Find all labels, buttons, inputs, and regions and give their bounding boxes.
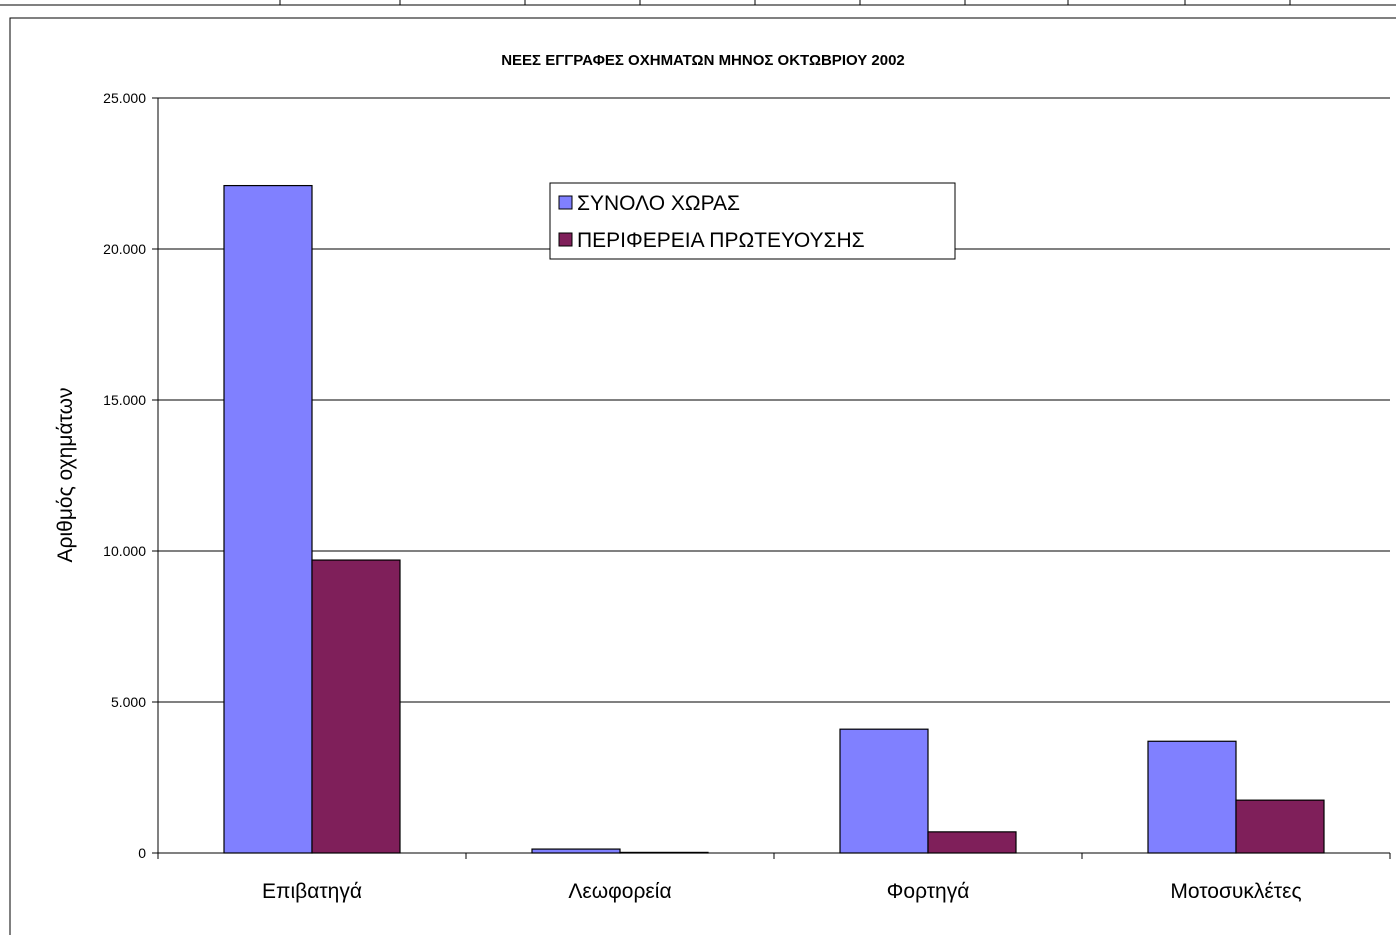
x-category-label: Λεωφορεία xyxy=(568,880,671,903)
bar-total-1 xyxy=(531,848,621,854)
y-tick-label: 25.000 xyxy=(103,90,146,106)
bar-total-0 xyxy=(223,184,313,854)
legend: ΣΥΝΟΛΟ ΧΩΡΑΣ ΠΕΡΙΦΕΡΕΙΑ ΠΡΩΤΕΥΟΥΣΗΣ xyxy=(549,182,956,260)
spreadsheet-strip xyxy=(0,0,1396,6)
bar-total-2 xyxy=(839,728,929,854)
y-tick-labels: 0 5.000 10.000 15.000 20.000 25.000 xyxy=(103,90,146,861)
y-tick-label: 15.000 xyxy=(103,392,146,408)
chart-title: ΝΕΕΣ ΕΓΓΡΑΦΕΣ ΟΧΗΜΑΤΩΝ ΜΗΝΟΣ ΟΚΤΩΒΡΙΟΥ 2… xyxy=(501,52,905,69)
legend-swatch xyxy=(558,232,573,247)
x-category-label: Μοτοσυκλέτες xyxy=(1170,880,1301,903)
y-tick-label: 5.000 xyxy=(111,694,146,710)
bar-capital-2 xyxy=(927,831,1017,854)
y-tick-label: 0 xyxy=(138,845,146,861)
bar-capital-3 xyxy=(1235,799,1325,854)
bar-total-3 xyxy=(1147,740,1237,854)
legend-swatch xyxy=(558,195,573,210)
chart-area-border xyxy=(9,17,1396,935)
y-tick-label: 20.000 xyxy=(103,241,146,257)
bar-capital-0 xyxy=(311,559,401,854)
bars xyxy=(223,184,1325,854)
legend-label: ΠΕΡΙΦΕΡΕΙΑ ΠΡΩΤΕΥΟΥΣΗΣ xyxy=(577,229,865,252)
x-category-label: Φορτηγά xyxy=(887,880,970,903)
y-axis-label: Αριθμός οχημάτων xyxy=(54,388,77,563)
legend-label: ΣΥΝΟΛΟ ΧΩΡΑΣ xyxy=(577,192,740,215)
legend-box xyxy=(549,182,956,260)
axes xyxy=(152,97,1391,859)
x-category-labels: Επιβατηγά Λεωφορεία Φορτηγά Μοτοσυκλέτες xyxy=(262,880,1302,903)
x-category-label: Επιβατηγά xyxy=(262,880,362,903)
y-tick-label: 10.000 xyxy=(103,543,146,559)
